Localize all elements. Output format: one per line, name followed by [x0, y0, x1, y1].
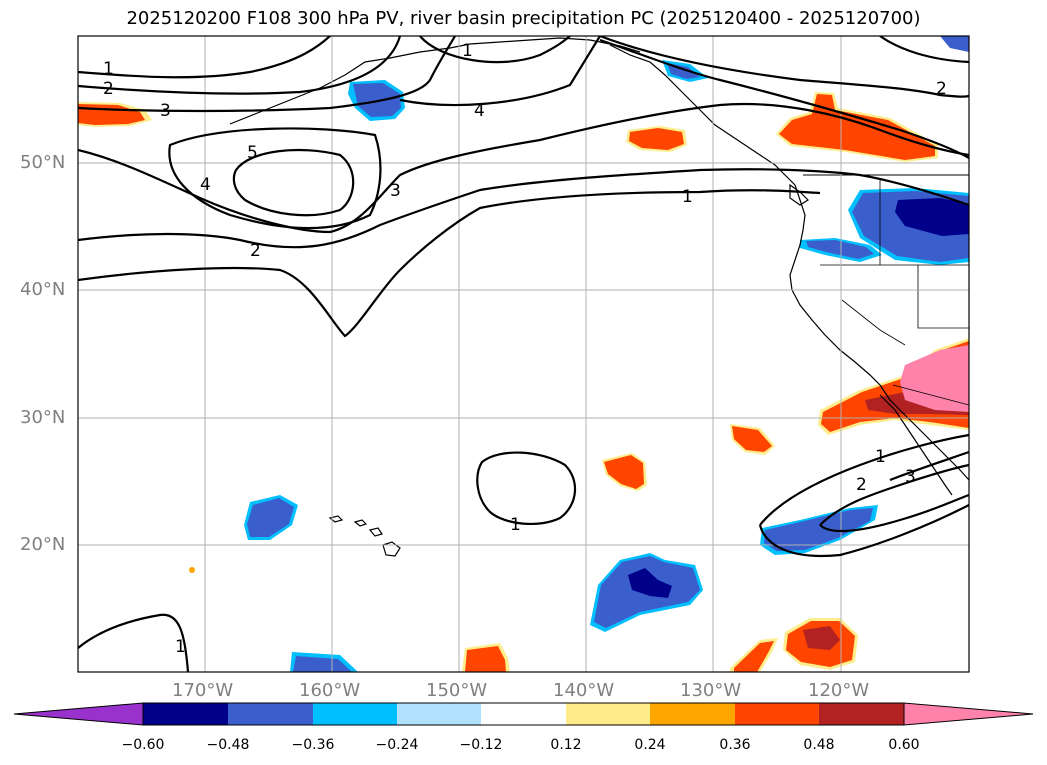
contour-label: 1 [103, 59, 114, 79]
pv-contour-5 [232, 148, 355, 217]
pv-contour-1-sw [78, 613, 190, 672]
pv-contour-outer-se [758, 504, 969, 557]
lat-label-50n: 50°N [20, 152, 66, 173]
contour-label: 1 [462, 41, 473, 61]
contour-label: 2 [856, 475, 867, 495]
pv-contour-3-north [78, 36, 456, 113]
contour-label: 3 [160, 101, 171, 121]
pv-contour-2-main [78, 168, 969, 249]
colorbar-bin [650, 703, 735, 725]
lat-label-20n: 20°N [20, 534, 66, 555]
colorbar-bin [735, 703, 819, 725]
colorbar-bin [566, 703, 650, 725]
contour-label: 2 [936, 79, 947, 99]
colorbar-tick-label: −0.48 [206, 737, 250, 753]
plot-frame [77, 35, 970, 673]
pv-contour-2-se [819, 463, 969, 526]
colorbar-tick-label: −0.60 [121, 737, 165, 753]
colorbar-tick-label: −0.24 [375, 737, 419, 753]
precip-shading [78, 36, 969, 672]
contour-label: 3 [390, 181, 401, 201]
lon-label-130w: 130°W [680, 680, 742, 701]
pv-contours [78, 36, 969, 672]
colorbar-bin [143, 703, 228, 725]
contour-label: 4 [200, 175, 211, 195]
gridlines [78, 36, 969, 672]
pv-contour-1-east [599, 38, 969, 159]
colorbar-bin [228, 703, 313, 725]
pv-contour-3-se [889, 450, 969, 482]
contour-label: 4 [474, 101, 485, 121]
pv-contour-2-east [599, 36, 969, 98]
pv-contour-1-main [78, 189, 821, 338]
colorbar-bin [819, 703, 904, 725]
lat-label-30n: 30°N [20, 407, 66, 428]
contour-label: 2 [103, 79, 114, 99]
contour-label: 1 [682, 187, 693, 207]
colorbar-bin [397, 703, 481, 725]
contour-label: 2 [250, 241, 261, 261]
colorbar-tick-label: 0.12 [550, 737, 582, 753]
colorbar-tick-label: −0.12 [459, 737, 503, 753]
pv-contour-mid-se [819, 493, 969, 533]
contour-label: 3 [905, 467, 916, 487]
lon-label-170w: 170°W [172, 680, 234, 701]
lon-label-140w: 140°W [553, 680, 615, 701]
contour-label: 1 [875, 447, 886, 467]
colorbar [13, 702, 1034, 726]
pv-contour-1-north [78, 36, 331, 79]
coastlines [229, 37, 969, 557]
colorbar-tick-label: 0.24 [634, 737, 666, 753]
contour-label: 1 [510, 515, 521, 535]
pv-contour-1-se [759, 433, 969, 526]
pv-contour-3-main [78, 102, 969, 234]
contour-label: 5 [247, 143, 258, 163]
lat-label-40n: 40°N [20, 279, 66, 300]
lon-label-120w: 120°W [808, 680, 870, 701]
colorbar-tick-label: 0.48 [803, 737, 835, 753]
lon-label-150w: 150°W [426, 680, 488, 701]
colorbar-extend-low [13, 702, 144, 726]
pv-contour-labels: 1 2 3 4 5 4 3 2 1 2 1 1 1 2 3 1 [103, 41, 947, 657]
pv-contour-4-loop [168, 127, 382, 230]
colorbar-tick-label: −0.36 [291, 737, 335, 753]
colorbar-bin [313, 703, 397, 725]
pv-contour-4-north [399, 36, 601, 107]
map-title: 2025120200 F108 300 hPa PV, river basin … [126, 8, 921, 29]
pv-contour-2-north [78, 36, 402, 95]
colorbar-bin [481, 703, 566, 725]
lon-label-160w: 160°W [299, 680, 361, 701]
colorbar-tick-label: 0.60 [888, 737, 920, 753]
pv-contour-top-1 [419, 36, 571, 64]
pv-contour-ne-loop [879, 36, 969, 64]
colorbar-tick-label: 0.36 [719, 737, 751, 753]
colorbar-extend-high [903, 702, 1034, 726]
pv-contour-1-loop [476, 451, 577, 525]
contour-label: 1 [175, 637, 186, 657]
